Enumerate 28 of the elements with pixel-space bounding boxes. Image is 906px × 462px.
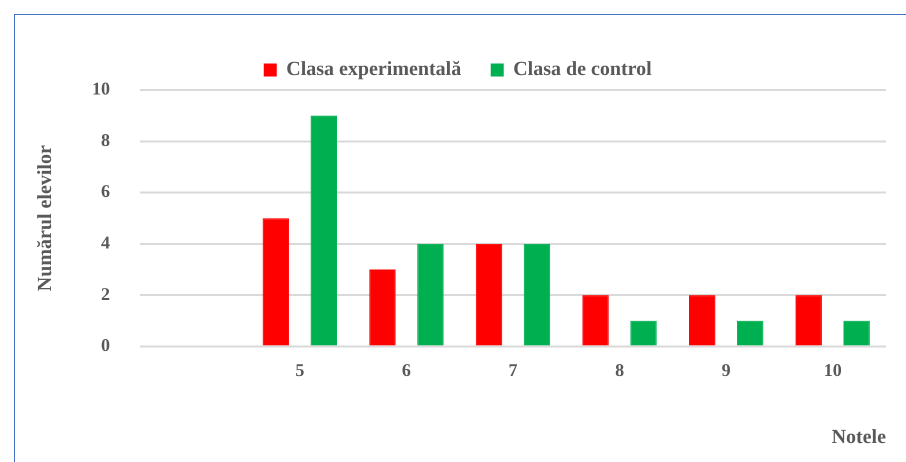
y-tick-label: 10	[92, 78, 110, 99]
bar	[582, 295, 609, 346]
bar	[417, 244, 444, 346]
legend-label: Clasa experimentală	[286, 58, 462, 80]
bar	[844, 320, 870, 346]
y-tick-label: 0	[101, 335, 110, 356]
x-tick-label: 5	[295, 360, 304, 380]
bar	[688, 295, 716, 346]
x-tick-label: 10	[824, 360, 842, 380]
bar	[796, 295, 822, 346]
x-axis-title: Notele	[832, 426, 886, 448]
bar	[310, 116, 338, 346]
bar	[630, 320, 657, 346]
bar	[524, 244, 550, 346]
x-tick-label: 8	[615, 360, 624, 380]
y-axis-title: Numărul elevilor	[34, 145, 56, 292]
bar	[476, 244, 502, 346]
bar	[262, 218, 290, 346]
legend-label: Clasa de control	[513, 58, 652, 80]
bar	[736, 320, 764, 346]
x-tick-label: 6	[402, 360, 411, 380]
y-tick-label: 2	[101, 284, 110, 304]
x-tick-label: 7	[508, 360, 518, 380]
y-tick-label: 8	[101, 130, 110, 150]
y-tick-label: 6	[101, 181, 110, 202]
bar	[369, 269, 396, 346]
x-tick-label: 9	[722, 360, 731, 380]
y-tick-label: 4	[101, 232, 110, 252]
